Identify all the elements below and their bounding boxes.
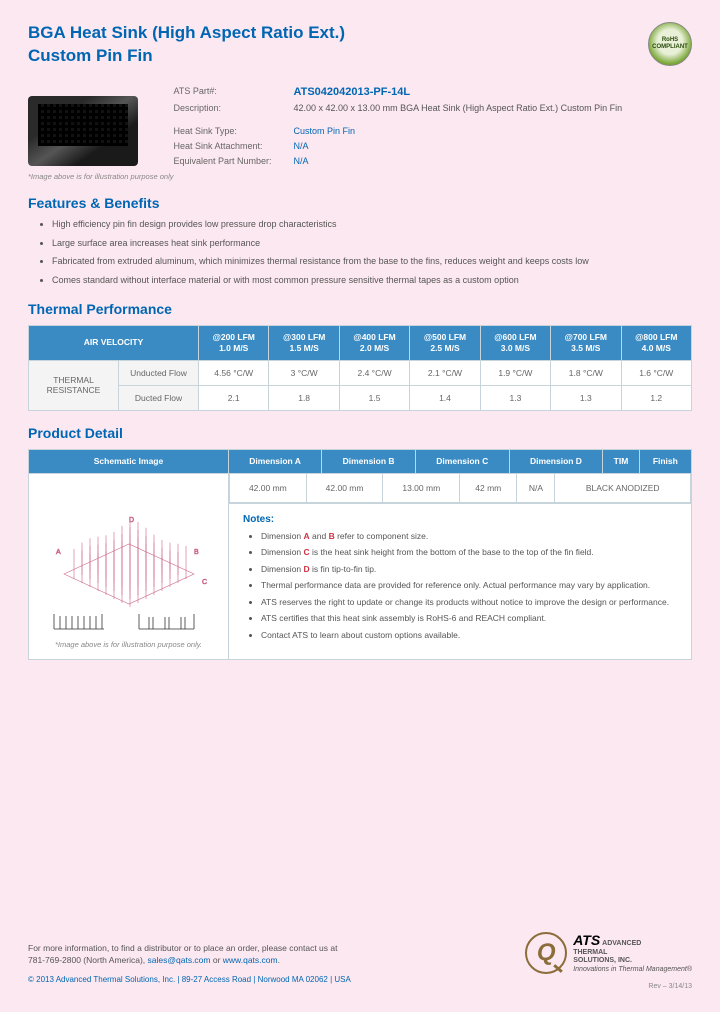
- detail-value: 13.00 mm: [383, 474, 460, 503]
- attach-value: N/A: [294, 141, 309, 151]
- notes-title: Notes:: [243, 514, 677, 525]
- thermal-cell: 1.8: [269, 385, 339, 410]
- logo-q-icon: Q: [525, 932, 567, 974]
- thermal-cell: 2.1 °C/W: [410, 360, 480, 385]
- detail-header: Dimension D: [509, 449, 603, 473]
- detail-header: Dimension A: [229, 449, 322, 473]
- revision: Rev – 3/14/13: [648, 983, 692, 990]
- thermal-header: @800 LFM4.0 M/S: [621, 325, 691, 360]
- thermal-header: @400 LFM2.0 M/S: [339, 325, 409, 360]
- desc-label: Description:: [174, 103, 294, 113]
- schematic-image: A B D C *Image above is for illustration…: [29, 474, 229, 659]
- thermal-cell: 2.1: [199, 385, 269, 410]
- product-info: *Image above is for illustration purpose…: [28, 86, 692, 181]
- thermal-cell: 1.3: [551, 385, 621, 410]
- rohs-badge: RoHS COMPLIANT: [648, 22, 692, 66]
- thermal-cell: 1.2: [621, 385, 691, 410]
- detail-table: Schematic ImageDimension ADimension BDim…: [28, 449, 692, 474]
- equiv-label: Equivalent Part Number:: [174, 156, 294, 166]
- detail-header: Finish: [639, 449, 691, 473]
- thermal-header: @200 LFM1.0 M/S: [199, 325, 269, 360]
- desc-value: 42.00 x 42.00 x 13.00 mm BGA Heat Sink (…: [294, 103, 623, 113]
- detail-header: Dimension C: [415, 449, 509, 473]
- thermal-header: @300 LFM1.5 M/S: [269, 325, 339, 360]
- note-item: Dimension C is the heat sink height from…: [261, 547, 677, 558]
- detail-value: 42.00 mm: [230, 474, 307, 503]
- thermal-cell: 3 °C/W: [269, 360, 339, 385]
- note-item: Dimension A and B refer to component siz…: [261, 531, 677, 542]
- footer: For more information, to find a distribu…: [28, 942, 692, 985]
- thermal-cell: 1.5: [339, 385, 409, 410]
- thermal-header: @500 LFM2.5 M/S: [410, 325, 480, 360]
- note-item: ATS certifies that this heat sink assemb…: [261, 613, 677, 624]
- svg-text:B: B: [194, 549, 199, 556]
- detail-value: BLACK ANODIZED: [555, 474, 691, 503]
- type-value: Custom Pin Fin: [294, 126, 356, 136]
- site-link[interactable]: www.qats.com: [223, 955, 278, 965]
- company-logo: Q ATS ADVANCEDTHERMALSOLUTIONS, INC. Inn…: [525, 932, 692, 974]
- header: BGA Heat Sink (High Aspect Ratio Ext.) C…: [28, 22, 692, 68]
- thermal-header: @700 LFM3.5 M/S: [551, 325, 621, 360]
- detail-title: Product Detail: [28, 425, 692, 441]
- detail-value: N/A: [517, 474, 555, 503]
- detail-header: Dimension B: [322, 449, 416, 473]
- info-rows: ATS Part#:ATS042042013-PF-14L Descriptio…: [174, 86, 693, 181]
- thermal-cell: 1.3: [480, 385, 550, 410]
- copyright: © 2013 Advanced Thermal Solutions, Inc. …: [28, 975, 692, 984]
- attach-label: Heat Sink Attachment:: [174, 141, 294, 151]
- thermal-cell: 4.56 °C/W: [199, 360, 269, 385]
- part-value: ATS042042013-PF-14L: [294, 86, 411, 98]
- product-image-wrap: *Image above is for illustration purpose…: [28, 86, 174, 181]
- image-note: *Image above is for illustration purpose…: [28, 172, 174, 181]
- feature-item: Large surface area increases heat sink p…: [52, 238, 692, 250]
- thermal-title: Thermal Performance: [28, 301, 692, 317]
- notes: Notes: Dimension A and B refer to compon…: [229, 503, 691, 659]
- thermal-cell: 2.4 °C/W: [339, 360, 409, 385]
- thermal-cell: 1.9 °C/W: [480, 360, 550, 385]
- feature-item: High efficiency pin fin design provides …: [52, 219, 692, 231]
- note-item: Dimension D is fin tip-to-fin tip.: [261, 564, 677, 575]
- detail-value: 42.00 mm: [306, 474, 383, 503]
- note-item: ATS reserves the right to update or chan…: [261, 597, 677, 608]
- thermal-cell: 1.4: [410, 385, 480, 410]
- note-item: Contact ATS to learn about custom option…: [261, 630, 677, 641]
- thermal-cell: 1.6 °C/W: [621, 360, 691, 385]
- equiv-value: N/A: [294, 156, 309, 166]
- features-title: Features & Benefits: [28, 195, 692, 211]
- svg-text:C: C: [202, 579, 207, 586]
- detail-header: TIM: [603, 449, 639, 473]
- feature-item: Fabricated from extruded aluminum, which…: [52, 256, 692, 268]
- schematic-note: *Image above is for illustration purpose…: [55, 640, 202, 649]
- part-label: ATS Part#:: [174, 86, 294, 98]
- thermal-table: AIR VELOCITY@200 LFM1.0 M/S@300 LFM1.5 M…: [28, 325, 692, 411]
- detail-body: A B D C *Image above is for illustration…: [28, 474, 692, 660]
- thermal-cell: 1.8 °C/W: [551, 360, 621, 385]
- svg-text:A: A: [56, 549, 61, 556]
- detail-value: 42 mm: [460, 474, 517, 503]
- svg-text:D: D: [129, 517, 134, 524]
- page-title: BGA Heat Sink (High Aspect Ratio Ext.) C…: [28, 22, 692, 68]
- note-item: Thermal performance data are provided fo…: [261, 580, 677, 591]
- thermal-header: @600 LFM3.0 M/S: [480, 325, 550, 360]
- features-list: High efficiency pin fin design provides …: [28, 219, 692, 287]
- email-link[interactable]: sales@qats.com: [148, 955, 211, 965]
- product-image: [28, 96, 138, 166]
- feature-item: Comes standard without interface materia…: [52, 275, 692, 287]
- type-label: Heat Sink Type:: [174, 126, 294, 136]
